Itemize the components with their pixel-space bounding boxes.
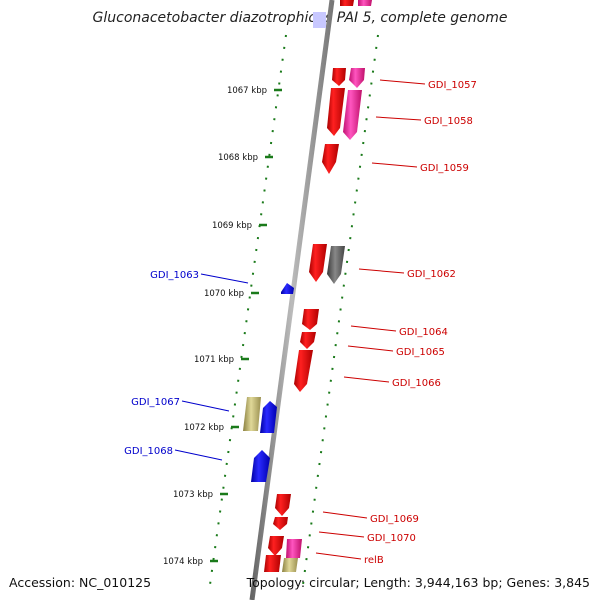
gene-GDI_1062 [309,244,327,282]
gene-GDI_1067 [260,401,277,433]
gene-GDI_1064 [302,309,319,330]
gene-label-relB[interactable]: relB [364,555,384,566]
axis-tick-label: 1067 kbp [227,86,267,96]
axis-tick-label: 1074 kbp [163,557,203,567]
gene-label-GDI_1067[interactable]: GDI_1067 [131,397,180,408]
inner-dotted-track [208,34,287,593]
feature-top-red [340,0,354,6]
label-leader-line [379,79,426,85]
gene-bottom-red [264,555,281,572]
axis-tick-label: 1069 kbp [212,221,252,231]
gene-label-GDI_1058[interactable]: GDI_1058 [424,116,473,127]
gene-label-GDI_1070[interactable]: GDI_1070 [367,533,416,544]
label-leader-line [350,325,397,332]
label-leader-line [347,345,394,352]
genome-backbone [249,0,335,600]
gene-GDI_1067-olive [243,397,261,431]
axis-tick-label: 1073 kbp [173,490,213,500]
page-title: Gluconacetobacter diazotrophicus PAI 5, … [92,10,508,26]
label-leader-line [322,511,368,519]
label-leader-line [318,531,365,538]
gene-GDI_1059 [322,144,339,174]
label-leader-line [375,116,422,121]
gene-label-GDI_1066[interactable]: GDI_1066 [392,378,441,389]
axis-ticks: 1067 kbp 1068 kbp 1069 kbp 1070 kbp 1071 kbp… [163,86,282,567]
axis-tick-label: 1070 kbp [204,289,244,299]
axis-tick-label: 1068 kbp [218,153,258,163]
gene-label-GDI_1063[interactable]: GDI_1063 [150,270,199,281]
gene-GDI_1066 [294,350,313,392]
gene-GDI_1058-red [327,88,345,136]
gene-label-GDI_1062[interactable]: GDI_1062 [407,269,456,280]
gene-GDI_1063 [281,283,294,294]
label-leader-line [200,273,249,284]
gene-relB-red [268,536,284,556]
gene-label-GDI_1069[interactable]: GDI_1069 [370,514,419,525]
label-leader-line [181,400,230,412]
gene-relB-pink [286,539,302,558]
gene-GDI_1062-gray [327,246,345,284]
outer-dotted-track [301,34,379,593]
axis-tick-label: 1072 kbp [184,423,224,433]
accession-text: Accession: NC_010125 [9,575,152,590]
gene-bottom-olive [282,558,298,572]
genome-summary-text: Topology: circular; Length: 3,944,163 bp… [246,575,590,590]
gene-label-GDI_1065[interactable]: GDI_1065 [396,347,445,358]
gene-label-GDI_1057[interactable]: GDI_1057 [428,80,477,91]
gene-label-GDI_1068[interactable]: GDI_1068 [124,446,173,457]
label-leader-line [315,552,362,560]
feature-top-pink [358,0,372,6]
gene-GDI_1069 [275,494,291,516]
top-partial-feature [313,12,326,28]
label-leader-line [371,162,418,168]
forward-gene-labels: GDI_1057 GDI_1058 GDI_1059 GDI_1062 GDI_1064… [315,79,477,566]
axis-tick-label: 1071 kbp [194,355,234,365]
gene-GDI_1065 [300,332,316,349]
label-leader-line [174,449,223,461]
gene-label-GDI_1064[interactable]: GDI_1064 [399,327,448,338]
reverse-gene-labels: GDI_1063 GDI_1067 GDI_1068 [124,270,249,461]
gene-GDI_1068 [251,450,270,482]
gene-GDI_1057-pink [349,68,365,88]
gene-GDI_1070 [273,517,288,530]
gene-GDI_1057-red [332,68,346,86]
gene-GDI_1058-pink [343,90,362,140]
label-leader-line [358,268,405,274]
label-leader-line [343,376,390,383]
gene-label-GDI_1059[interactable]: GDI_1059 [420,163,469,174]
